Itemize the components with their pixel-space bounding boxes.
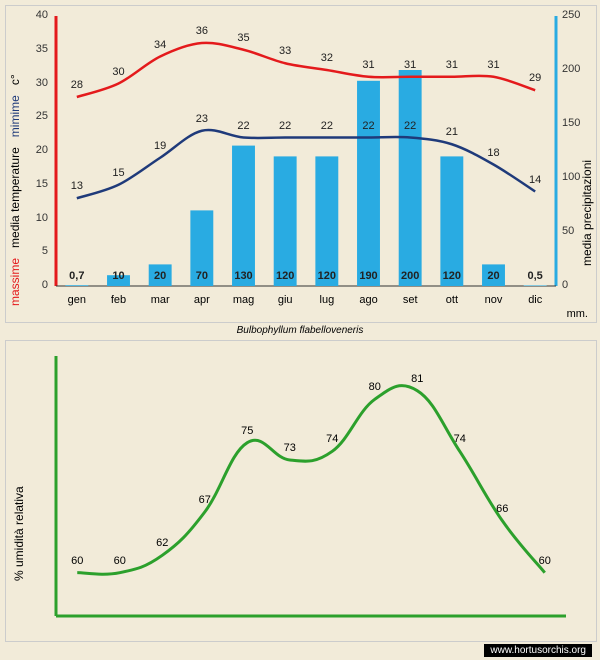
month-label: set [389, 294, 431, 314]
precip-value: 20 [487, 270, 499, 282]
max-temp-value: 32 [321, 52, 333, 64]
month-label: dic [514, 294, 556, 314]
top-chart-svg [56, 16, 556, 286]
humidity-value: 74 [454, 433, 466, 445]
humidity-value: 60 [71, 555, 83, 567]
precip-value: 120 [318, 270, 336, 282]
label-minime: mimime [8, 95, 22, 137]
min-temp-value: 22 [404, 120, 416, 132]
humidity-value: 74 [326, 433, 338, 445]
month-label: apr [181, 294, 223, 314]
min-temp-value: 18 [487, 147, 499, 159]
humidity-value: 60 [539, 555, 551, 567]
month-label: nov [473, 294, 515, 314]
humidity-chart-panel: % umidità relativa 606062677573748081746… [5, 340, 597, 642]
precip-value: 0,5 [528, 270, 543, 282]
humidity-value: 73 [284, 442, 296, 454]
min-temp-value: 22 [237, 120, 249, 132]
humidity-value: 62 [156, 537, 168, 549]
temp-tick: 20 [28, 144, 48, 156]
max-temp-value: 29 [529, 72, 541, 84]
min-temp-value: 23 [196, 113, 208, 125]
humidity-value: 67 [199, 494, 211, 506]
month-label: mag [223, 294, 265, 314]
temp-tick: 25 [28, 110, 48, 122]
month-label: gen [56, 294, 98, 314]
precip-tick: 150 [562, 117, 580, 129]
min-temp-value: 19 [154, 140, 166, 152]
precip-tick: 50 [562, 225, 574, 237]
precip-value: 120 [443, 270, 461, 282]
min-temp-value: 15 [112, 167, 124, 179]
humidity-value: 66 [496, 503, 508, 515]
precip-value: 20 [154, 270, 166, 282]
min-temp-value: 13 [71, 180, 83, 192]
precip-value: 200 [401, 270, 419, 282]
temp-tick: 0 [28, 279, 48, 291]
max-temp-value: 31 [362, 59, 374, 71]
left-unit: c° [8, 74, 22, 85]
min-temp-value: 22 [321, 120, 333, 132]
right-unit: mm. [567, 308, 588, 320]
precip-value: 10 [112, 270, 124, 282]
max-temp-value: 31 [446, 59, 458, 71]
left-axis-labels: massime media temperature mimime c° [8, 16, 22, 306]
temp-tick: 35 [28, 43, 48, 55]
max-temp-value: 31 [404, 59, 416, 71]
max-temp-value: 35 [237, 32, 249, 44]
precip-value: 120 [276, 270, 294, 282]
humidity-value: 75 [241, 425, 253, 437]
climate-chart-panel: massime media temperature mimime c° medi… [5, 5, 597, 323]
species-caption: Bulbophyllum flabelloveneris [0, 325, 600, 336]
precip-value: 190 [359, 270, 377, 282]
right-axis-label: media precipitazioni [580, 46, 594, 266]
temp-tick: 30 [28, 77, 48, 89]
humidity-value: 60 [114, 555, 126, 567]
precip-value: 130 [234, 270, 252, 282]
humidity-chart-svg [56, 356, 566, 616]
humidity-plot-area: 60 60 62 67 75 73 74 80 81 74 66 60 [56, 356, 566, 616]
month-axis: genfebmaraprmaggiulugagosetottnovdic [56, 294, 556, 314]
min-temp-value: 22 [362, 120, 374, 132]
month-label: giu [264, 294, 306, 314]
min-temp-value: 14 [529, 174, 541, 186]
precip-value: 70 [196, 270, 208, 282]
precip-tick: 200 [562, 63, 580, 75]
max-temp-value: 36 [196, 25, 208, 37]
max-temp-value: 28 [71, 79, 83, 91]
max-temp-value: 31 [487, 59, 499, 71]
month-label: ott [431, 294, 473, 314]
month-label: feb [98, 294, 140, 314]
watermark: www.hortusorchis.org [484, 644, 592, 657]
precip-tick: 0 [562, 279, 568, 291]
max-temp-value: 34 [154, 39, 166, 51]
temp-tick: 15 [28, 178, 48, 190]
month-label: ago [348, 294, 390, 314]
precip-tick: 250 [562, 9, 580, 21]
max-temp-value: 33 [279, 45, 291, 57]
min-temp-value: 21 [446, 126, 458, 138]
min-temp-value: 22 [279, 120, 291, 132]
humidity-value: 81 [411, 373, 423, 385]
label-media-temp: media temperature [8, 147, 22, 248]
temp-tick: 5 [28, 245, 48, 257]
precip-value: 0,7 [69, 270, 84, 282]
max-temp-value: 30 [112, 66, 124, 78]
top-plot-area: 05101520253035400501001502002500,7102070… [56, 16, 556, 286]
label-massime: massime [8, 258, 22, 306]
humidity-value: 80 [369, 381, 381, 393]
humidity-ylabel: % umidità relativa [12, 401, 26, 581]
temp-tick: 40 [28, 9, 48, 21]
month-label: mar [139, 294, 181, 314]
precip-tick: 100 [562, 171, 580, 183]
month-label: lug [306, 294, 348, 314]
temp-tick: 10 [28, 212, 48, 224]
